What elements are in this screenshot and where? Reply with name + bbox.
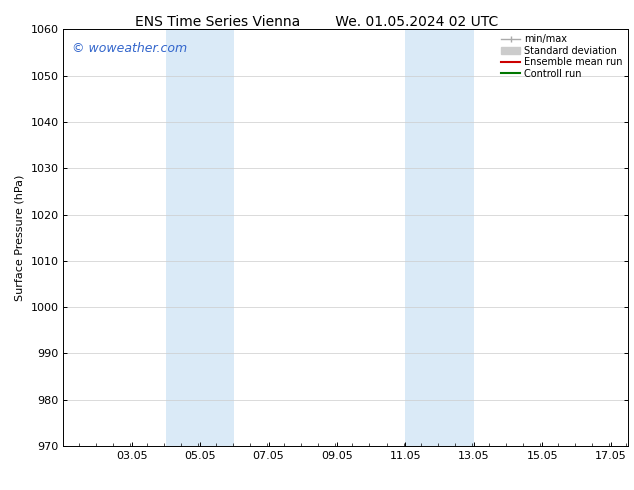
Text: ENS Time Series Vienna        We. 01.05.2024 02 UTC: ENS Time Series Vienna We. 01.05.2024 02…: [136, 15, 498, 29]
Text: © woweather.com: © woweather.com: [72, 42, 187, 55]
Y-axis label: Surface Pressure (hPa): Surface Pressure (hPa): [15, 174, 25, 301]
Bar: [405, 29, 474, 446]
Legend: min/max, Standard deviation, Ensemble mean run, Controll run: min/max, Standard deviation, Ensemble me…: [499, 32, 624, 80]
Bar: [166, 29, 235, 446]
